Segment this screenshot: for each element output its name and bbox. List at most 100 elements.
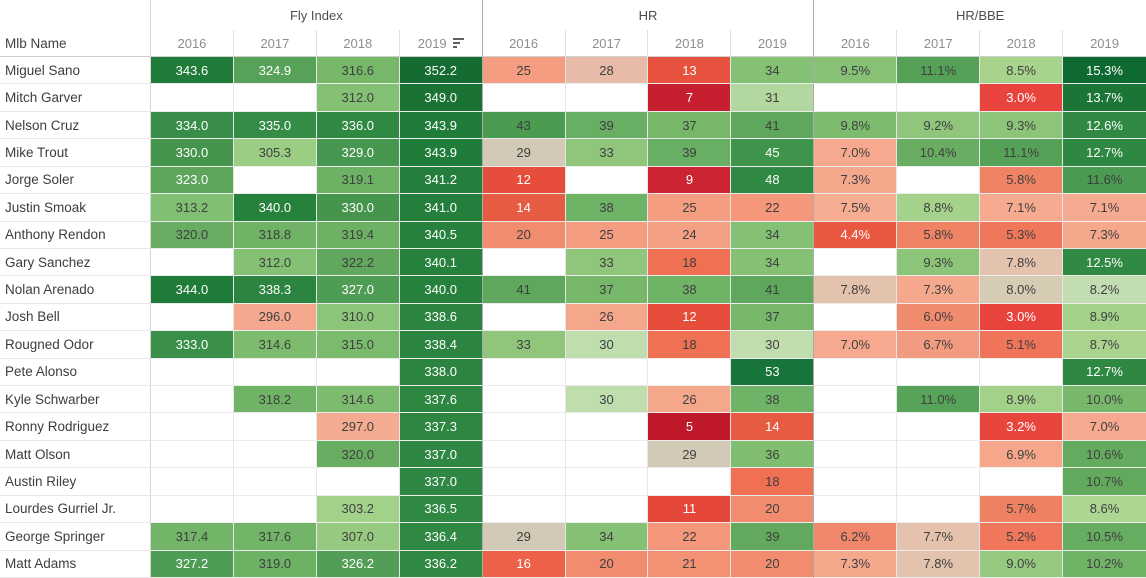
value-cell[interactable]: 11 [648, 495, 732, 524]
row-label[interactable]: Anthony Rendon [0, 221, 151, 249]
value-cell[interactable]: 7.8% [814, 276, 898, 304]
year-header[interactable]: 2018 [648, 30, 732, 57]
value-cell[interactable]: 323.0 [151, 166, 234, 195]
value-cell[interactable]: 7.1% [980, 194, 1064, 222]
value-cell[interactable]: 10.5% [1063, 523, 1146, 551]
value-cell[interactable]: 26 [648, 386, 732, 414]
year-header[interactable]: 2016 [482, 30, 566, 57]
value-cell[interactable]: 8.8% [897, 194, 981, 222]
row-label[interactable]: Mitch Garver [0, 84, 151, 112]
year-header[interactable]: 2017 [897, 30, 981, 57]
value-cell[interactable]: 48 [731, 166, 815, 195]
value-cell[interactable]: 37 [648, 111, 732, 140]
value-cell[interactable]: 11.6% [1063, 166, 1146, 195]
value-cell[interactable]: 313.2 [151, 194, 234, 222]
value-cell[interactable]: 7.0% [814, 139, 898, 167]
value-cell[interactable]: 20 [731, 495, 815, 524]
value-cell[interactable]: 39 [648, 139, 732, 167]
value-cell[interactable]: 343.6 [151, 57, 234, 85]
value-cell[interactable]: 338.4 [399, 331, 483, 359]
value-cell[interactable]: 3.0% [980, 303, 1064, 332]
value-cell[interactable]: 338.3 [233, 276, 317, 304]
value-cell[interactable]: 34 [731, 221, 815, 249]
value-cell[interactable]: 7.3% [814, 550, 898, 578]
row-label[interactable]: Matt Olson [0, 440, 151, 469]
row-label[interactable]: Nelson Cruz [0, 111, 151, 140]
value-cell[interactable]: 343.9 [399, 111, 483, 140]
value-cell[interactable]: 7.8% [980, 248, 1064, 277]
value-cell[interactable]: 338.6 [399, 303, 483, 332]
value-cell[interactable]: 315.0 [316, 331, 400, 359]
value-cell[interactable]: 14 [482, 194, 566, 222]
value-cell[interactable]: 326.2 [316, 550, 400, 578]
group-header-hr-bbe[interactable]: HR/BBE [955, 7, 1005, 23]
value-cell[interactable]: 320.0 [316, 440, 400, 469]
value-cell[interactable]: 29 [482, 139, 566, 167]
value-cell[interactable]: 329.0 [316, 139, 400, 167]
value-cell[interactable]: 334.0 [151, 111, 234, 140]
value-cell[interactable]: 3.0% [980, 84, 1064, 112]
year-header[interactable]: 2019 [399, 30, 483, 57]
value-cell[interactable]: 7.3% [1063, 221, 1146, 249]
row-dimension-label[interactable]: Mlb Name [0, 30, 151, 57]
value-cell[interactable]: 18 [731, 468, 815, 496]
value-cell[interactable]: 11.0% [897, 386, 981, 414]
value-cell[interactable]: 25 [565, 221, 649, 249]
value-cell[interactable]: 39 [565, 111, 649, 140]
value-cell[interactable]: 30 [731, 331, 815, 359]
value-cell[interactable]: 10.0% [1063, 386, 1146, 414]
value-cell[interactable]: 6.7% [897, 331, 981, 359]
value-cell[interactable]: 29 [482, 523, 566, 551]
value-cell[interactable]: 41 [731, 276, 815, 304]
value-cell[interactable]: 7.0% [1063, 413, 1146, 441]
value-cell[interactable]: 6.2% [814, 523, 898, 551]
value-cell[interactable]: 330.0 [316, 194, 400, 222]
value-cell[interactable]: 11.1% [980, 139, 1064, 167]
value-cell[interactable]: 296.0 [233, 303, 317, 332]
row-label[interactable]: Matt Adams [0, 550, 151, 578]
value-cell[interactable]: 336.4 [399, 523, 483, 551]
value-cell[interactable]: 37 [565, 276, 649, 304]
year-header[interactable]: 2018 [316, 30, 400, 57]
value-cell[interactable]: 317.4 [151, 523, 234, 551]
value-cell[interactable]: 340.0 [233, 194, 317, 222]
value-cell[interactable]: 327.2 [151, 550, 234, 578]
value-cell[interactable]: 12 [482, 166, 566, 195]
value-cell[interactable]: 333.0 [151, 331, 234, 359]
value-cell[interactable]: 20 [482, 221, 566, 249]
value-cell[interactable]: 327.0 [316, 276, 400, 304]
value-cell[interactable]: 5.8% [980, 166, 1064, 195]
value-cell[interactable]: 314.6 [316, 386, 400, 414]
value-cell[interactable]: 18 [648, 331, 732, 359]
value-cell[interactable]: 312.0 [233, 248, 317, 277]
value-cell[interactable]: 9 [648, 166, 732, 195]
value-cell[interactable]: 6.0% [897, 303, 981, 332]
value-cell[interactable]: 39 [731, 523, 815, 551]
value-cell[interactable]: 33 [565, 139, 649, 167]
row-label[interactable]: Josh Bell [0, 303, 151, 332]
value-cell[interactable]: 5.8% [897, 221, 981, 249]
value-cell[interactable]: 31 [731, 84, 815, 112]
value-cell[interactable]: 316.6 [316, 57, 400, 85]
value-cell[interactable]: 305.3 [233, 139, 317, 167]
value-cell[interactable]: 340.1 [399, 248, 483, 277]
value-cell[interactable]: 18 [648, 248, 732, 277]
row-label[interactable]: Ronny Rodriguez [0, 413, 151, 441]
row-label[interactable]: Justin Smoak [0, 194, 151, 222]
value-cell[interactable]: 352.2 [399, 57, 483, 85]
group-header-hr[interactable]: HR [483, 0, 815, 30]
year-header[interactable]: 2018 [980, 30, 1064, 57]
value-cell[interactable]: 10.4% [897, 139, 981, 167]
value-cell[interactable]: 8.6% [1063, 495, 1146, 524]
value-cell[interactable]: 337.3 [399, 413, 483, 441]
value-cell[interactable]: 7.3% [897, 276, 981, 304]
year-header[interactable]: 2019 [731, 30, 815, 57]
value-cell[interactable]: 314.6 [233, 331, 317, 359]
value-cell[interactable]: 16 [482, 550, 566, 578]
value-cell[interactable]: 349.0 [399, 84, 483, 112]
value-cell[interactable]: 33 [565, 248, 649, 277]
value-cell[interactable]: 319.4 [316, 221, 400, 249]
value-cell[interactable]: 10.6% [1063, 440, 1146, 469]
value-cell[interactable]: 303.2 [316, 495, 400, 524]
value-cell[interactable]: 34 [565, 523, 649, 551]
